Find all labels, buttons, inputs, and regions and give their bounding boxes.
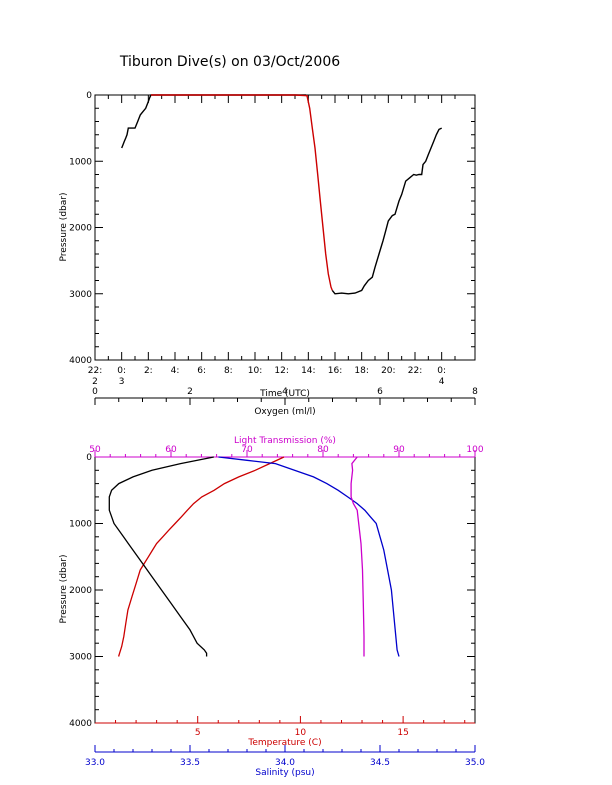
oxygen-tick-label: 6 (377, 387, 383, 397)
dive-profile-y-label: Pressure (dbar) (59, 193, 69, 262)
transmission-tick-label: 90 (393, 445, 405, 455)
x-tick-label: 22: (88, 366, 102, 376)
oxygen-axis: 0 2 4 6 8 (92, 387, 478, 405)
x-tick-label: 20: (381, 366, 395, 376)
salinity-tick-label: 35.0 (465, 758, 485, 768)
y-tick-label: 2000 (69, 224, 92, 234)
x-tick-label: 2: (144, 366, 153, 376)
oxygen-tick-label: 2 (187, 387, 193, 397)
y-tick-label: 1000 (69, 520, 92, 530)
x-tick-label: 6: (197, 366, 206, 376)
salinity-tick-label: 33.0 (85, 758, 105, 768)
temperature-axis: 5 10 15 (95, 716, 475, 738)
salinity-profile-line (218, 456, 400, 657)
x-tick-label: 4: (171, 366, 180, 376)
salinity-tick-label: 34.5 (370, 758, 390, 768)
transmission-tick-label: 100 (466, 445, 483, 455)
dive-profile-line (151, 94, 333, 291)
y-tick-label: 3000 (69, 290, 92, 300)
dive-profile-y-axis: 0 1000 2000 3000 4000 (69, 91, 475, 366)
x-tick-label: 22: (408, 366, 422, 376)
temperature-profile-line (117, 456, 285, 657)
temperature-tick-label: 10 (295, 728, 307, 738)
x-tick-label: 10: (248, 366, 262, 376)
ctd-y-label: Pressure (dbar) (59, 555, 69, 624)
x-tick-label: 18: (354, 366, 368, 376)
dive-profile-line (331, 127, 443, 295)
temperature-tick-label: 15 (397, 728, 408, 738)
y-tick-label: 3000 (69, 653, 92, 663)
transmission-tick-label: 60 (165, 445, 177, 455)
light-transmission-axis-label: Light Transmission (%) (234, 436, 336, 446)
light-transmission-axis: 50 60 70 80 90 100 (89, 445, 484, 458)
oxygen-tick-label: 0 (92, 387, 98, 397)
oxygen-tick-label: 4 (282, 387, 288, 397)
x-tick-date-label: 2 (92, 377, 98, 387)
oxygen-profile-line (108, 456, 214, 657)
salinity-tick-label: 34.0 (275, 758, 295, 768)
x-tick-date-label: 3 (119, 377, 125, 387)
x-tick-label: 0: (437, 366, 446, 376)
transmission-tick-label: 50 (89, 445, 101, 455)
y-tick-label: 1000 (69, 157, 92, 167)
x-tick-label: 8: (224, 366, 233, 376)
x-tick-label: 12: (274, 366, 288, 376)
oxygen-axis-label: Oxygen (ml/l) (254, 407, 315, 417)
dive-profile-series (121, 94, 443, 295)
y-tick-label: 0 (86, 91, 92, 101)
x-tick-label: 14: (301, 366, 315, 376)
salinity-axis-label: Salinity (psu) (255, 768, 314, 778)
dive-profile-frame (94, 94, 476, 361)
y-tick-label: 4000 (69, 719, 92, 729)
ctd-profiles-plot: 0 1000 2000 3000 4000 0 2 4 6 8 50 60 70 80 90 100 5 1… (59, 387, 485, 778)
figure-title: Tiburon Dive(s) on 03/Oct/2006 (119, 54, 340, 70)
x-tick-label: 0: (117, 366, 126, 376)
temperature-tick-label: 5 (195, 728, 201, 738)
salinity-tick-label: 33.5 (180, 758, 200, 768)
ctd-profiles-y-axis: 0 1000 2000 3000 4000 (69, 453, 475, 729)
oxygen-tick-label: 8 (472, 387, 478, 397)
transmission-tick-label: 80 (317, 445, 329, 455)
x-tick-label: 16: (328, 366, 342, 376)
transmission-profile-line (350, 456, 365, 657)
dive-profile-x-axis: 22:20:32: 4: 6: 8: 10: 12: 14: 16: 18: 20: 22: 0:4 (88, 95, 456, 387)
transmission-tick-label: 70 (241, 445, 253, 455)
x-tick-date-label: 4 (439, 377, 445, 387)
y-tick-label: 4000 (69, 356, 92, 366)
temperature-axis-label: Temperature (C) (247, 738, 321, 748)
y-tick-label: 2000 (69, 586, 92, 596)
ctd-profiles-frame (94, 456, 476, 724)
ctd-profiles-series (108, 456, 400, 657)
y-tick-label: 0 (86, 453, 92, 463)
dive-profile-line (121, 94, 308, 149)
salinity-axis: 33.0 33.5 34.0 34.5 35.0 (85, 745, 485, 768)
dive-profile-x-label: Time (UTC) (259, 389, 310, 399)
